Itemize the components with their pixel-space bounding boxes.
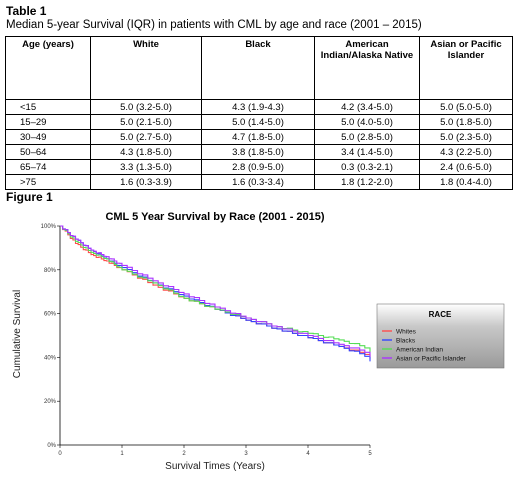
table-row: 65–74 3.3 (1.3-5.0) 2.8 (0.9-5.0) 0.3 (0… bbox=[5, 159, 513, 175]
table-header-row: Age (years) White Black American Indian/… bbox=[5, 36, 513, 100]
table-cell: 4.7 (1.8-5.0) bbox=[201, 129, 315, 145]
table-subtitle: Median 5-year Survival (IQR) in patients… bbox=[6, 19, 422, 31]
x-tick-label: 1 bbox=[120, 451, 124, 457]
y-tick-label: 40% bbox=[44, 355, 57, 361]
table-cell: 3.4 (1.4-5.0) bbox=[314, 144, 420, 160]
table-cell: 2.8 (0.9-5.0) bbox=[201, 159, 315, 175]
x-axis-label: Survival Times (Years) bbox=[165, 461, 265, 472]
series-line bbox=[60, 225, 371, 353]
header-white: White bbox=[90, 36, 202, 100]
chart-title: CML 5 Year Survival by Race (2001 - 2015… bbox=[105, 211, 324, 223]
table-cell: 1.8 (0.4-4.0) bbox=[419, 174, 513, 190]
table-cell: 5.0 (2.3-5.0) bbox=[419, 129, 513, 145]
table-cell: 4.3 (2.2-5.0) bbox=[419, 144, 513, 160]
table-row: 30–49 5.0 (2.7-5.0) 4.7 (1.8-5.0) 5.0 (2… bbox=[5, 129, 513, 145]
table-cell: 5.0 (1.4-5.0) bbox=[201, 114, 315, 130]
header-american-indian: American Indian/Alaska Native bbox=[314, 36, 420, 100]
table-cell: 3.3 (1.3-5.0) bbox=[90, 159, 202, 175]
legend-title: RACE bbox=[429, 310, 452, 319]
table-cell: 5.0 (4.0-5.0) bbox=[314, 114, 420, 130]
y-tick-label: 20% bbox=[44, 399, 57, 405]
table-cell: 2.4 (0.6-5.0) bbox=[419, 159, 513, 175]
legend-entry: American Indian bbox=[396, 346, 443, 353]
legend-entry: Asian or Pacific Islander bbox=[396, 355, 467, 362]
chart-curves bbox=[60, 225, 371, 362]
legend-entry: Blacks bbox=[396, 337, 416, 344]
legend-box bbox=[376, 303, 505, 369]
table-cell: >75 bbox=[5, 174, 91, 190]
header-asian-pacific: Asian or Pacific Islander bbox=[419, 36, 513, 100]
table-caption: Table 1 bbox=[6, 4, 47, 18]
table-cell: 0.3 (0.3-2.1) bbox=[314, 159, 420, 175]
table-row: 50–64 4.3 (1.8-5.0) 3.8 (1.8-5.0) 3.4 (1… bbox=[5, 144, 513, 160]
table-cell: 65–74 bbox=[5, 159, 91, 175]
y-tick-label: 0% bbox=[47, 443, 56, 449]
figure-caption: Figure 1 bbox=[6, 190, 53, 204]
y-axis-label: Cumulative Survival bbox=[12, 290, 23, 378]
table-cell: 5.0 (2.1-5.0) bbox=[90, 114, 202, 130]
chart-legend: RACE Whites Blacks American Indian Asian or… bbox=[376, 303, 505, 369]
table-cell: 5.0 (1.8-5.0) bbox=[419, 114, 513, 130]
chart-axes: 0 1 2 3 4 5 0% 20% 40% 60% 80% 100% bbox=[41, 224, 373, 457]
table-cell: 3.8 (1.8-5.0) bbox=[201, 144, 315, 160]
y-tick-label: 100% bbox=[41, 224, 57, 230]
table-cell: 1.8 (1.2-2.0) bbox=[314, 174, 420, 190]
table-row: 15–29 5.0 (2.1-5.0) 5.0 (1.4-5.0) 5.0 (4… bbox=[5, 114, 513, 130]
x-tick-label: 2 bbox=[182, 451, 186, 457]
table-cell: 5.0 (2.7-5.0) bbox=[90, 129, 202, 145]
x-tick-label: 3 bbox=[244, 451, 248, 457]
series-line bbox=[60, 225, 371, 357]
table-cell: 4.3 (1.8-5.0) bbox=[90, 144, 202, 160]
header-black: Black bbox=[201, 36, 315, 100]
table-cell: 1.6 (0.3-3.4) bbox=[201, 174, 315, 190]
table-cell: <15 bbox=[5, 99, 91, 115]
header-age: Age (years) bbox=[5, 36, 91, 100]
table-cell: 15–29 bbox=[5, 114, 91, 130]
table-cell: 1.6 (0.3-3.9) bbox=[90, 174, 202, 190]
x-tick-label: 5 bbox=[368, 451, 372, 457]
survival-chart: CML 5 Year Survival by Race (2001 - 2015… bbox=[12, 211, 505, 472]
x-tick-label: 4 bbox=[306, 451, 310, 457]
x-tick-label: 0 bbox=[58, 451, 62, 457]
table-cell: 5.0 (5.0-5.0) bbox=[419, 99, 513, 115]
y-tick-label: 80% bbox=[44, 268, 57, 274]
table-cell: 4.3 (1.9-4.3) bbox=[201, 99, 315, 115]
table-cell: 5.0 (3.2-5.0) bbox=[90, 99, 202, 115]
table-cell: 5.0 (2.8-5.0) bbox=[314, 129, 420, 145]
table-row: >75 1.6 (0.3-3.9) 1.6 (0.3-3.4) 1.8 (1.2… bbox=[5, 174, 513, 190]
y-tick-label: 60% bbox=[44, 312, 57, 318]
table-cell: 50–64 bbox=[5, 144, 91, 160]
survival-table: Age (years) White Black American Indian/… bbox=[5, 36, 513, 190]
legend-entry: Whites bbox=[396, 328, 417, 335]
table-cell: 30–49 bbox=[5, 129, 91, 145]
table-row: <15 5.0 (3.2-5.0) 4.3 (1.9-4.3) 4.2 (3.4… bbox=[5, 99, 513, 115]
table-cell: 4.2 (3.4-5.0) bbox=[314, 99, 420, 115]
